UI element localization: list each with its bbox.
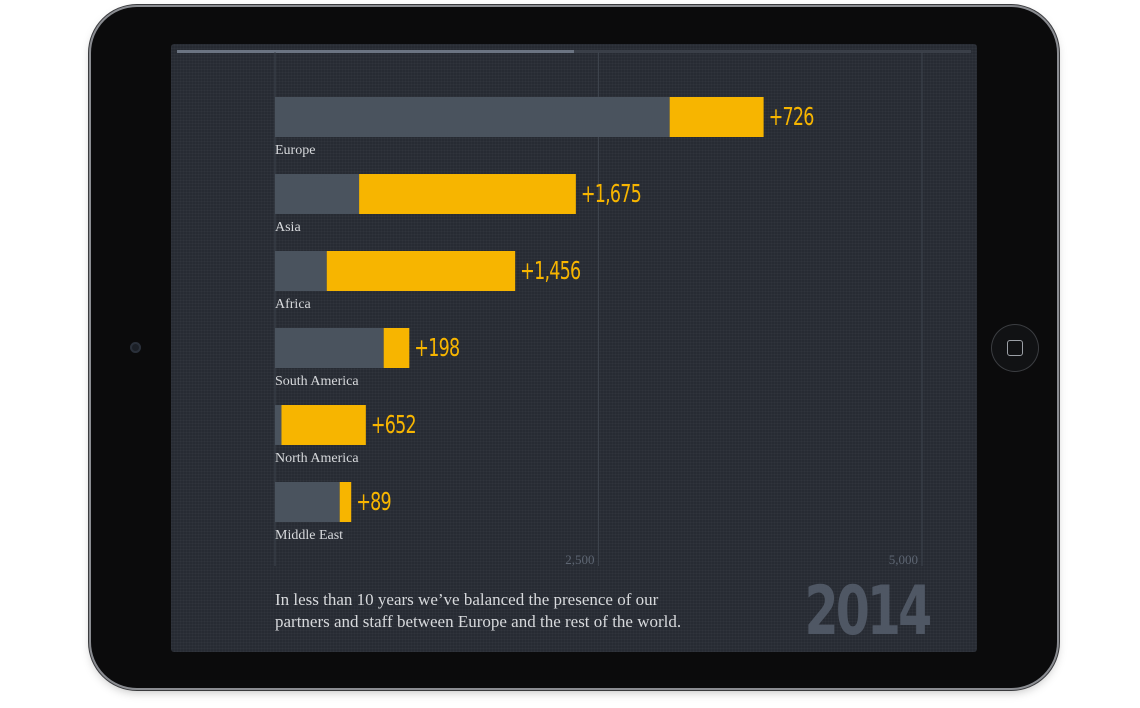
bar-increase	[359, 174, 576, 214]
bar-chart: 2,500 5,000 +726 Europe +1,675 Asia +1,456 Afri…	[274, 52, 923, 567]
progress-track[interactable]	[177, 50, 971, 53]
category-label: Middle East	[275, 528, 343, 543]
caption-line-2: partners and staff between Europe and th…	[275, 612, 682, 631]
data-label: +89	[356, 488, 391, 517]
bar-base	[275, 251, 327, 291]
data-label: +1,456	[520, 257, 580, 286]
progress-fill	[177, 50, 574, 53]
bar-base	[275, 174, 360, 214]
data-label: +198	[414, 334, 459, 363]
year-label: 2014	[804, 572, 932, 651]
data-label: +1,675	[581, 180, 641, 209]
bar-increase	[326, 251, 516, 291]
data-label: +652	[371, 411, 416, 440]
bar-increase	[339, 482, 352, 522]
bar-increase	[669, 97, 764, 137]
x-tick-label: 5,000	[889, 552, 918, 567]
bar-increase	[383, 328, 410, 368]
bar-base	[275, 482, 340, 522]
bar-base	[275, 328, 384, 368]
category-label: Africa	[275, 297, 312, 312]
bar-increase	[281, 405, 366, 445]
bar-base	[275, 97, 670, 137]
data-label: +726	[769, 103, 814, 132]
category-label: Europe	[275, 143, 315, 158]
x-tick-label: 2,500	[565, 552, 594, 567]
screen: 2,500 5,000 +726 Europe +1,675 Asia +1,456 Afri…	[171, 44, 977, 652]
home-square-icon	[1007, 340, 1023, 356]
caption: In less than 10 years we’ve balanced the…	[275, 589, 735, 633]
category-label: Asia	[275, 220, 301, 235]
category-label: South America	[275, 374, 359, 389]
caption-line-1: In less than 10 years we’ve balanced the…	[275, 590, 659, 609]
camera-icon	[130, 342, 141, 353]
bar-base	[275, 405, 282, 445]
category-label: North America	[275, 451, 359, 466]
home-button[interactable]	[991, 324, 1039, 372]
